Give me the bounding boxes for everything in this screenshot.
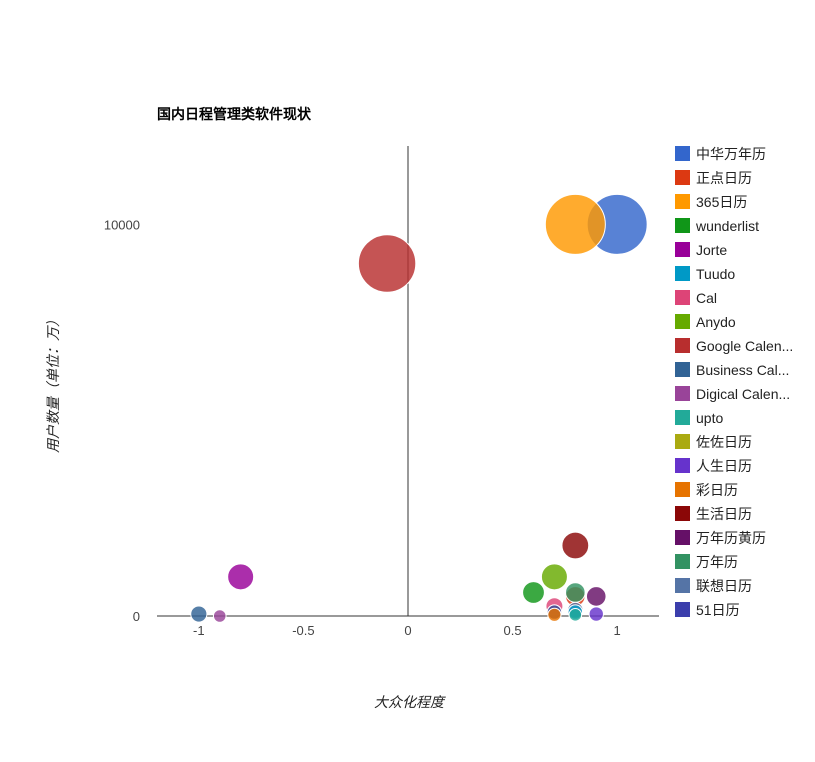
legend-item-label[interactable]: 佐佐日历 [696, 434, 752, 450]
legend-item-label[interactable]: 人生日历 [696, 458, 752, 474]
bubble[interactable] [547, 607, 562, 622]
legend-swatch [675, 242, 690, 257]
legend-item-label[interactable]: 正点日历 [696, 170, 752, 186]
legend-item-label[interactable]: Jorte [696, 242, 727, 258]
plot-area: -1 -0.5 0 0.5 1 0 10000 [104, 146, 659, 638]
legend-swatch [675, 338, 690, 353]
legend-item-label[interactable]: 万年历 [696, 554, 738, 570]
bubble[interactable] [544, 193, 606, 255]
bubble[interactable] [585, 586, 607, 607]
legend-swatch [675, 386, 690, 401]
legend-swatch [675, 482, 690, 497]
legend-item-label[interactable]: 365日历 [696, 194, 747, 210]
legend-item-label[interactable]: 中华万年历 [696, 146, 766, 162]
legend-swatch [675, 314, 690, 329]
legend-item-label[interactable]: 51日历 [696, 602, 740, 618]
y-axis-ticks: 0 10000 [104, 217, 140, 624]
legend-item-label[interactable]: 生活日历 [696, 506, 752, 522]
x-tick-label: 0 [404, 623, 411, 638]
legend-swatch [675, 506, 690, 521]
x-axis-title: 大众化程度 [374, 694, 446, 710]
legend-item-label[interactable]: Tuudo [696, 266, 735, 282]
x-tick-label: -1 [193, 623, 205, 638]
bubbles [190, 193, 648, 623]
y-axis-title: 用户数量（单位：万） [45, 313, 61, 453]
legend-item-label[interactable]: Google Calen... [696, 338, 793, 354]
chart-title: 国内日程管理类软件现状 [157, 106, 312, 122]
y-tick-label: 10000 [104, 217, 140, 232]
legend-item-label[interactable]: 彩日历 [696, 482, 738, 498]
legend-swatch [675, 410, 690, 425]
legend-swatch [675, 602, 690, 617]
x-tick-label: -0.5 [292, 623, 314, 638]
legend-swatch [675, 530, 690, 545]
y-tick-label: 0 [133, 609, 140, 624]
legend-swatch [675, 290, 690, 305]
legend-swatch [675, 170, 690, 185]
legend-item-label[interactable]: upto [696, 410, 723, 426]
legend-item-label[interactable]: Business Cal... [696, 362, 789, 378]
bubble[interactable] [212, 609, 227, 623]
legend-swatch [675, 578, 690, 593]
bubble[interactable] [561, 531, 590, 560]
legend-swatch [675, 266, 690, 281]
legend-swatch [675, 434, 690, 449]
legend-swatch [675, 146, 690, 161]
bubble[interactable] [565, 582, 586, 603]
bubble[interactable] [357, 234, 417, 293]
legend-item-label[interactable]: Digical Calen... [696, 386, 790, 402]
bubble[interactable] [588, 606, 604, 622]
x-axis-ticks: -1 -0.5 0 0.5 1 [193, 623, 621, 638]
legend-item-label[interactable]: Anydo [696, 314, 736, 330]
legend-swatch [675, 218, 690, 233]
bubble[interactable] [227, 563, 255, 591]
legend-swatch [675, 554, 690, 569]
bubble[interactable] [540, 563, 568, 591]
x-tick-label: 1 [614, 623, 621, 638]
legend-swatch [675, 194, 690, 209]
legend-item-label[interactable]: wunderlist [695, 218, 759, 234]
legend-swatch [675, 362, 690, 377]
x-tick-label: 0.5 [504, 623, 522, 638]
legend-item-label[interactable]: 万年历黄历 [696, 530, 766, 546]
legend-item-label[interactable]: Cal [696, 290, 717, 306]
legend-item-label[interactable]: 联想日历 [696, 578, 752, 594]
bubble[interactable] [568, 608, 583, 622]
bubble[interactable] [190, 605, 208, 623]
legend-swatch [675, 458, 690, 473]
bubble[interactable] [522, 581, 545, 604]
